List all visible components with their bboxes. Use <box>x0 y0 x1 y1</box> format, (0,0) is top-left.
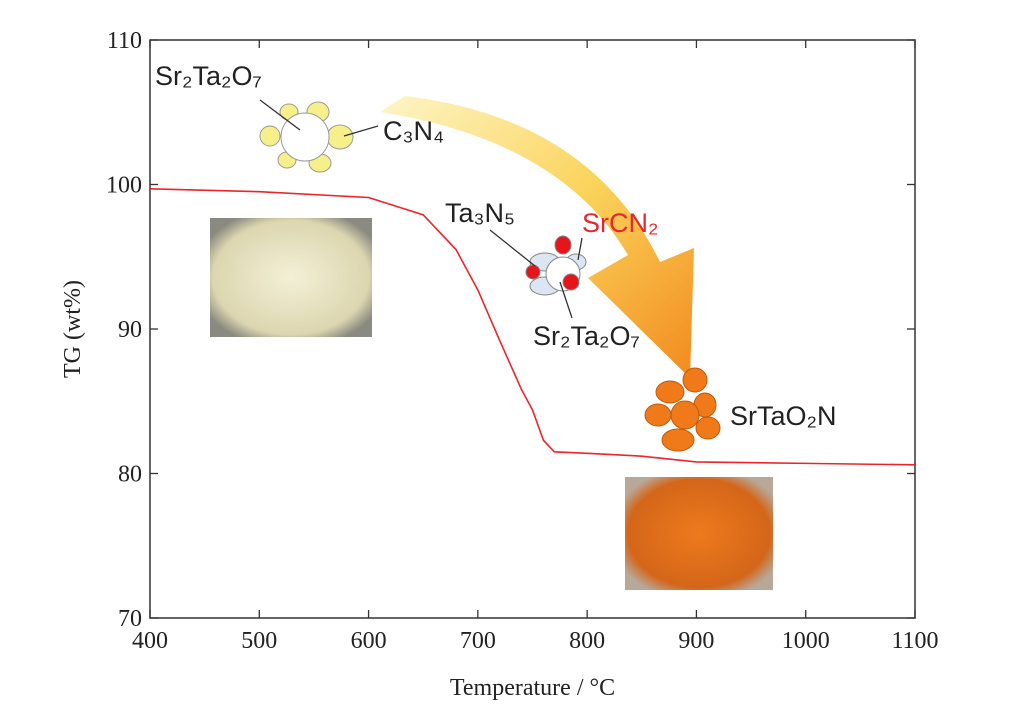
y-tick-label: 70 <box>118 606 142 632</box>
precursor-particles <box>259 101 354 173</box>
product-particles <box>644 367 721 452</box>
x-axis-label: Temperature / °C <box>450 675 615 701</box>
x-tick-label: 700 <box>460 628 496 654</box>
leader-lines <box>259 99 583 319</box>
x-tick-label: 1000 <box>782 628 830 654</box>
y-tick-label: 110 <box>107 28 142 54</box>
annotation: Sr₂Ta₂O₇ <box>155 61 262 91</box>
intermediate-particles <box>525 235 587 296</box>
x-tick-label: 900 <box>678 628 714 654</box>
reaction-arrow <box>380 96 694 378</box>
annotation: SrCN₂ <box>582 208 658 238</box>
y-tick-label: 90 <box>118 317 142 343</box>
x-tick-label: 500 <box>241 628 277 654</box>
x-tick-label: 800 <box>569 628 605 654</box>
y-tick-label: 100 <box>106 173 142 199</box>
x-tick-label: 1100 <box>891 628 938 654</box>
annotation: Sr₂Ta₂O₇ <box>533 321 640 351</box>
x-tick-label: 400 <box>132 628 168 654</box>
y-tick-label: 80 <box>118 462 142 488</box>
tg-curve <box>149 188 916 466</box>
annotation: Ta₃N₅ <box>445 198 515 228</box>
x-tick-label: 600 <box>351 628 387 654</box>
annotation: C₃N₄ <box>383 116 444 146</box>
y-axis-label: TG (wt%) <box>60 280 86 378</box>
photo-product <box>625 477 773 590</box>
annotation: SrTaO₂N <box>730 401 837 431</box>
photo-precursor <box>210 218 372 337</box>
